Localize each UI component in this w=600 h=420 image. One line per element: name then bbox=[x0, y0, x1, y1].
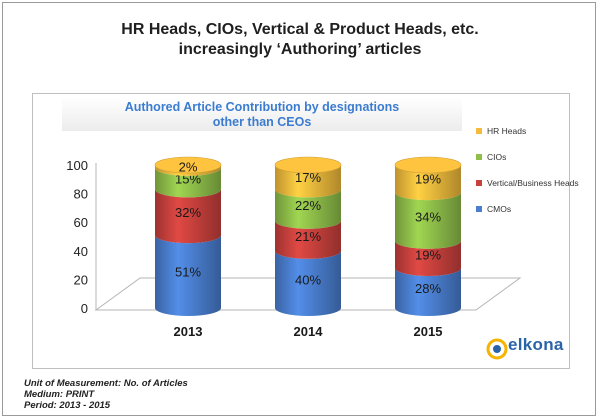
legend-label: CIOs bbox=[487, 151, 507, 162]
data-label: 21% bbox=[295, 229, 321, 244]
x-tick-label: 2015 bbox=[414, 324, 443, 339]
y-tick-label: 40 bbox=[74, 244, 88, 259]
legend-item: CIOs bbox=[476, 148, 579, 165]
y-tick-label: 0 bbox=[81, 301, 88, 316]
legend-swatch bbox=[476, 153, 482, 160]
logo-text: elkona bbox=[508, 335, 564, 354]
data-label: 34% bbox=[415, 209, 441, 224]
legend-swatch bbox=[476, 179, 482, 186]
x-tick-label: 2014 bbox=[294, 324, 324, 339]
main-title: HR Heads, CIOs, Vertical & Product Heads… bbox=[0, 20, 600, 60]
legend-label: HR Heads bbox=[487, 125, 527, 136]
data-label: 28% bbox=[415, 281, 441, 296]
chart-title-line2: other than CEOs bbox=[212, 115, 312, 129]
main-title-line1: HR Heads, CIOs, Vertical & Product Heads… bbox=[121, 21, 479, 38]
bar-vertical-business-heads-2014 bbox=[275, 220, 341, 259]
data-label: 2% bbox=[179, 159, 198, 174]
data-label: 32% bbox=[175, 205, 201, 220]
data-label: 51% bbox=[175, 265, 201, 280]
bar-cmos-2013 bbox=[155, 235, 221, 316]
bar-hr-heads-2014 bbox=[275, 165, 341, 198]
y-tick-label: 100 bbox=[66, 158, 88, 173]
chart-title-line1: Authored Article Contribution by designa… bbox=[124, 100, 400, 114]
data-label: 19% bbox=[415, 172, 441, 187]
elkona-logo-icon bbox=[486, 338, 508, 360]
data-label: 22% bbox=[295, 198, 321, 213]
legend-label: Vertical/Business Heads bbox=[487, 177, 579, 188]
data-label: 17% bbox=[295, 170, 321, 185]
bar-hr-heads-2013 bbox=[155, 165, 221, 176]
y-tick-label: 80 bbox=[74, 187, 88, 202]
footer-medium: Medium: PRINT bbox=[24, 389, 95, 400]
chart-title-band bbox=[62, 97, 462, 131]
data-label: 19% bbox=[415, 247, 441, 262]
legend-item: HR Heads bbox=[476, 122, 579, 139]
bar-cios-2013 bbox=[155, 167, 221, 198]
legend-item: CMOs bbox=[476, 200, 579, 217]
legend-label: CMOs bbox=[487, 203, 512, 214]
bar-top-cap-2013 bbox=[154, 156, 222, 174]
legend: HR Heads CIOs Vertical/Business Heads CMOs bbox=[476, 122, 579, 226]
bar-cmos-2015 bbox=[395, 267, 461, 316]
bar-vertical-business-heads-2013 bbox=[155, 189, 221, 244]
y-tick-label: 20 bbox=[74, 272, 88, 287]
main-title-line2: increasingly ‘Authoring’ articles bbox=[178, 41, 422, 58]
y-tick-label: 60 bbox=[74, 215, 88, 230]
data-label: 40% bbox=[295, 272, 321, 287]
legend-swatch bbox=[476, 205, 482, 212]
chart-title: Authored Article Contribution by designa… bbox=[62, 100, 462, 130]
legend-item: Vertical/Business Heads bbox=[476, 174, 579, 191]
bar-cios-2014 bbox=[275, 189, 341, 229]
x-tick-label: 2013 bbox=[174, 324, 203, 339]
bar-vertical-business-heads-2015 bbox=[395, 240, 461, 276]
bar-top-cap-2015 bbox=[394, 156, 462, 174]
bar-cios-2015 bbox=[395, 192, 461, 249]
bar-hr-heads-2015 bbox=[395, 165, 461, 201]
footer-notes: Unit of Measurement: No. of Articles Med… bbox=[24, 378, 188, 411]
footer-period: Period: 2013 - 2015 bbox=[24, 400, 111, 411]
bar-top-cap-2014 bbox=[274, 156, 342, 174]
footer-unit: Unit of Measurement: No. of Articles bbox=[24, 378, 188, 389]
bar-cmos-2014 bbox=[275, 250, 341, 316]
legend-swatch bbox=[476, 127, 482, 134]
